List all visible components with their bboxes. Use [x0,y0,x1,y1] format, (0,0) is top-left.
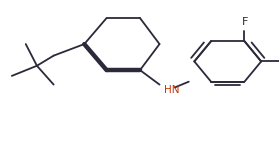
Text: HN: HN [164,85,179,95]
Text: F: F [242,17,249,27]
